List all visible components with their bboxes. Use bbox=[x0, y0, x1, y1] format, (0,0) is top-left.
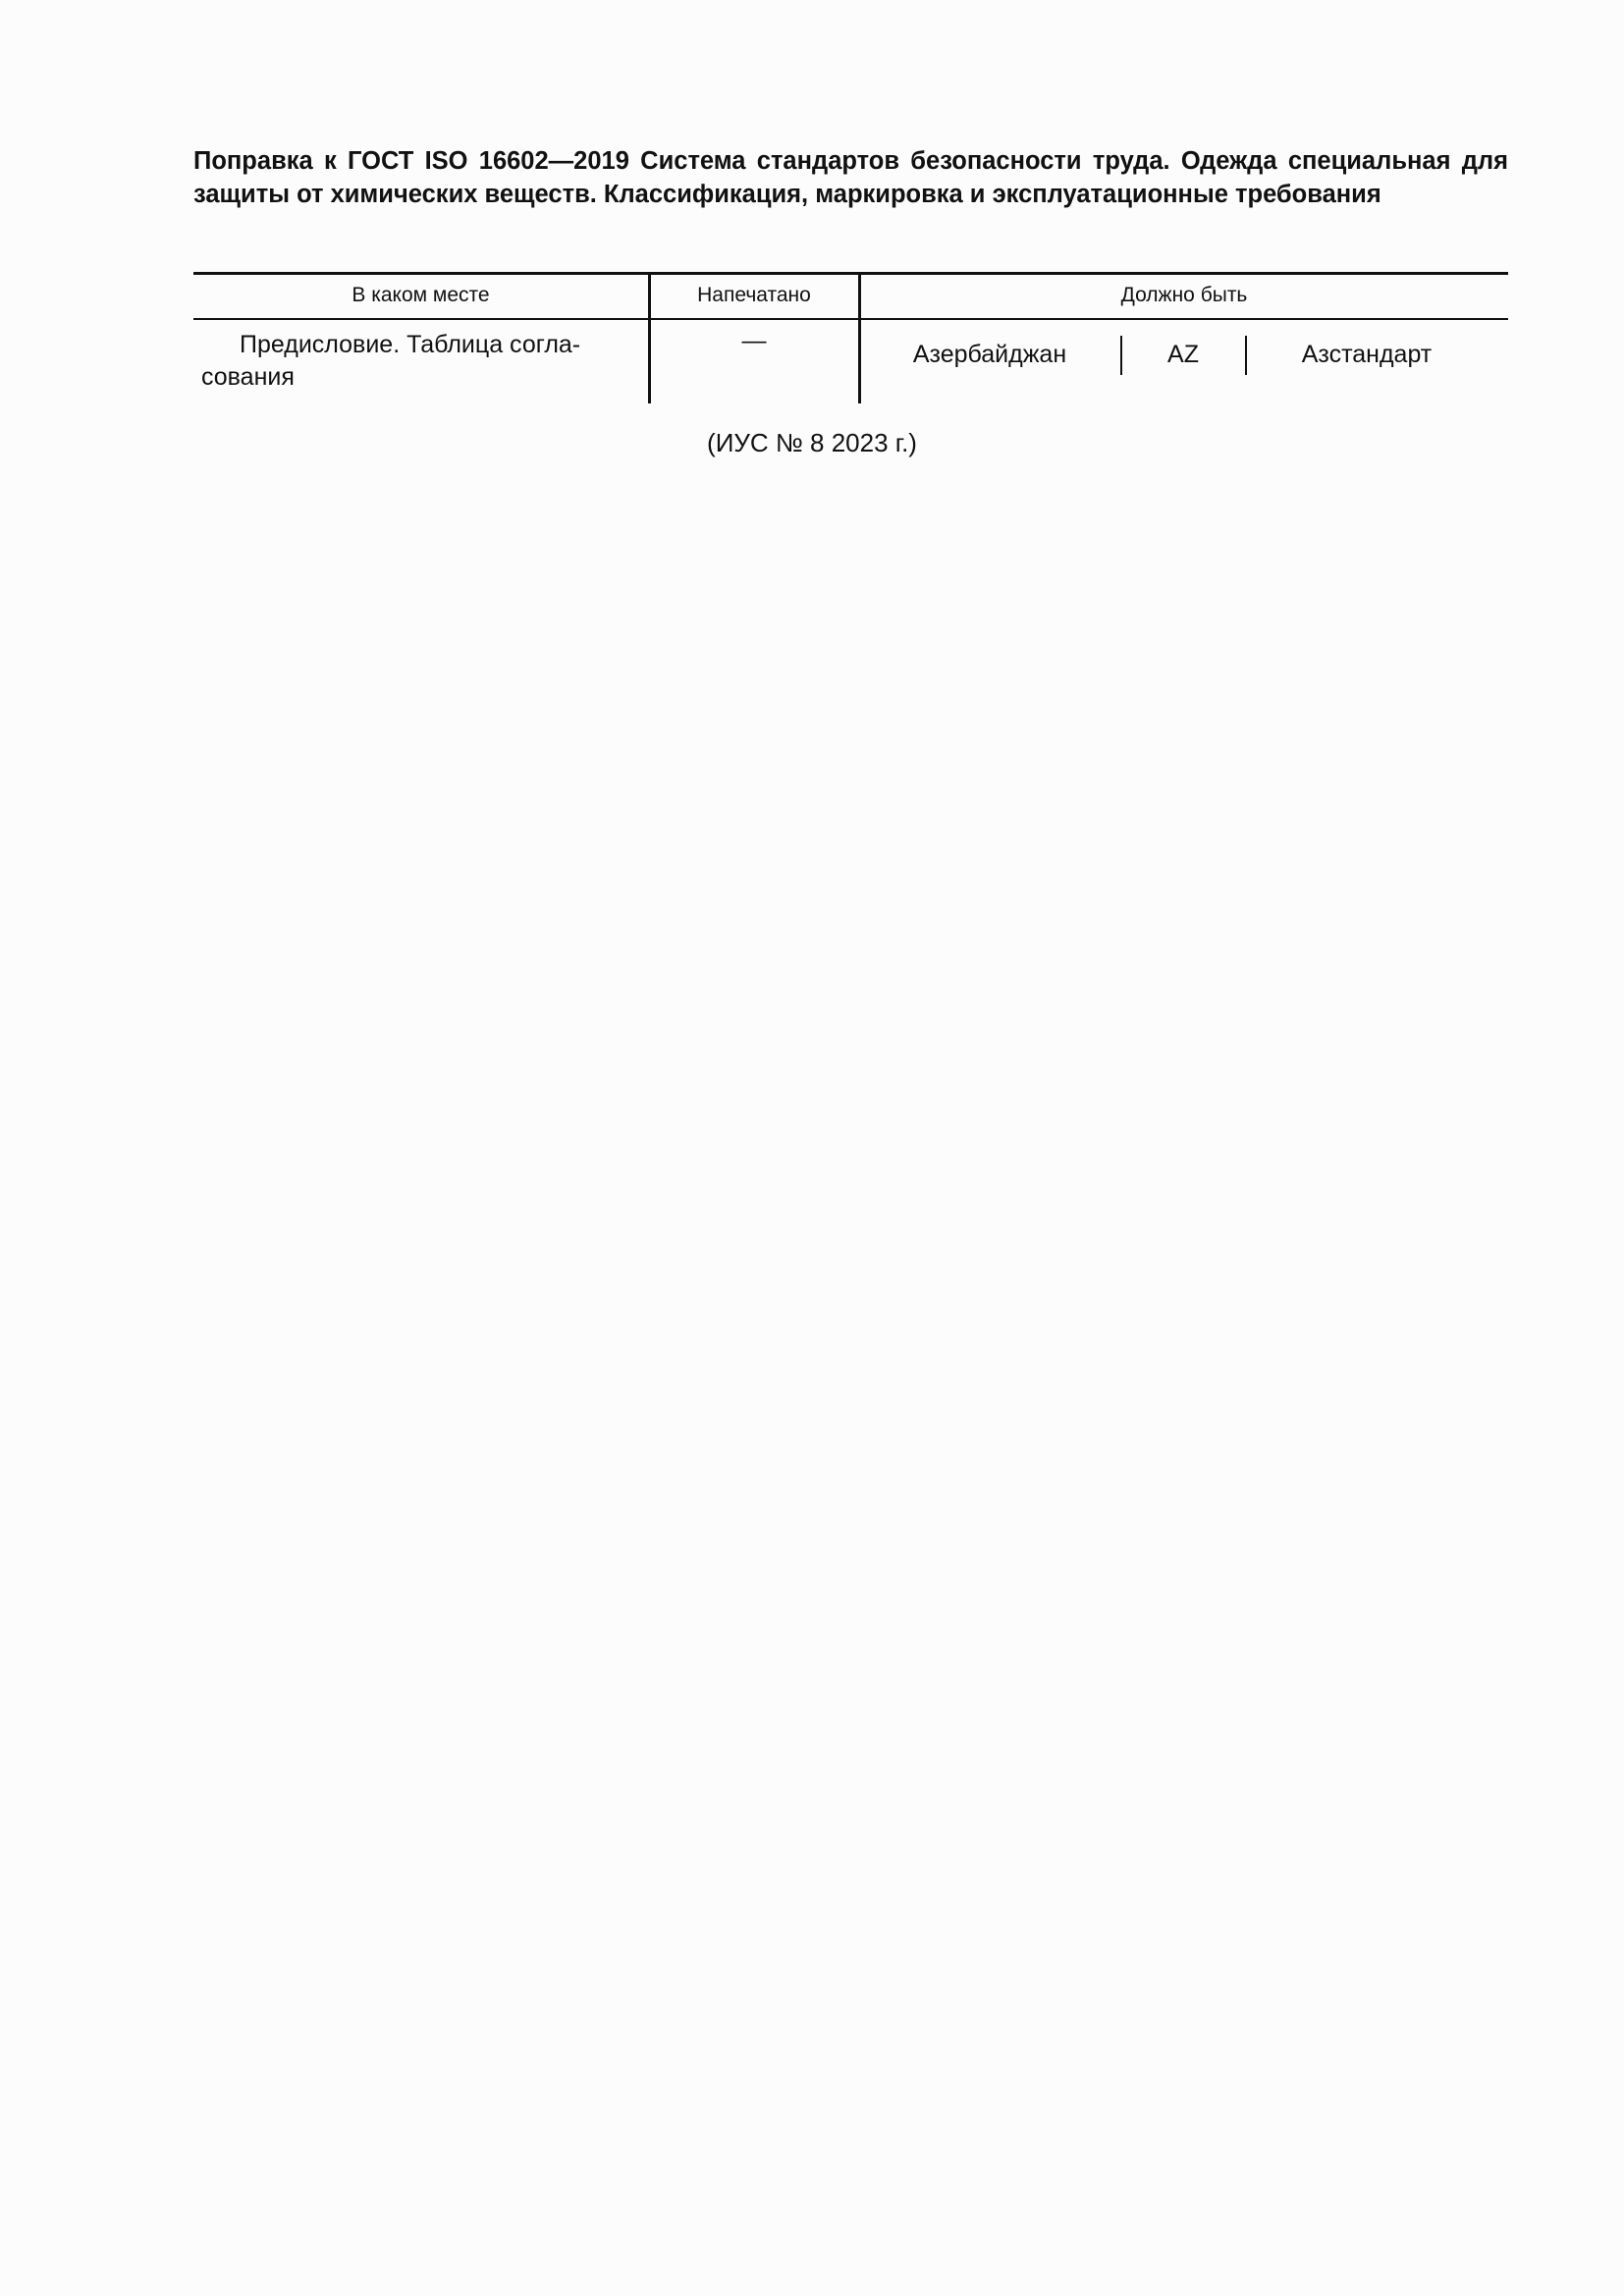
cell-divider bbox=[1245, 336, 1247, 375]
header-printed: Напечатано bbox=[697, 284, 811, 306]
header-where: В каком месте bbox=[352, 284, 490, 306]
column-divider bbox=[648, 272, 651, 403]
header-should-be: Должно быть bbox=[1120, 284, 1248, 306]
document-title: Поправка к ГОСТ ISO 16602—2019 Система с… bbox=[193, 147, 1508, 208]
cell-country: Азербайджан bbox=[912, 341, 1067, 368]
column-divider bbox=[858, 272, 861, 403]
cell-printed: — bbox=[741, 327, 767, 354]
table-top-rule bbox=[193, 272, 1508, 275]
cell-agency: Азстандарт bbox=[1301, 341, 1433, 368]
cell-where-line2: сования bbox=[201, 363, 295, 391]
correction-table: В каком месте Напечатано Должно быть Пре… bbox=[193, 272, 1508, 403]
publication-reference: (ИУС № 8 2023 г.) bbox=[707, 428, 917, 457]
cell-code: AZ bbox=[1167, 341, 1199, 368]
header-bottom-rule bbox=[193, 318, 1508, 320]
cell-where-line1: Предисловие. Таблица согла- bbox=[240, 331, 581, 358]
cell-divider bbox=[1120, 336, 1122, 375]
